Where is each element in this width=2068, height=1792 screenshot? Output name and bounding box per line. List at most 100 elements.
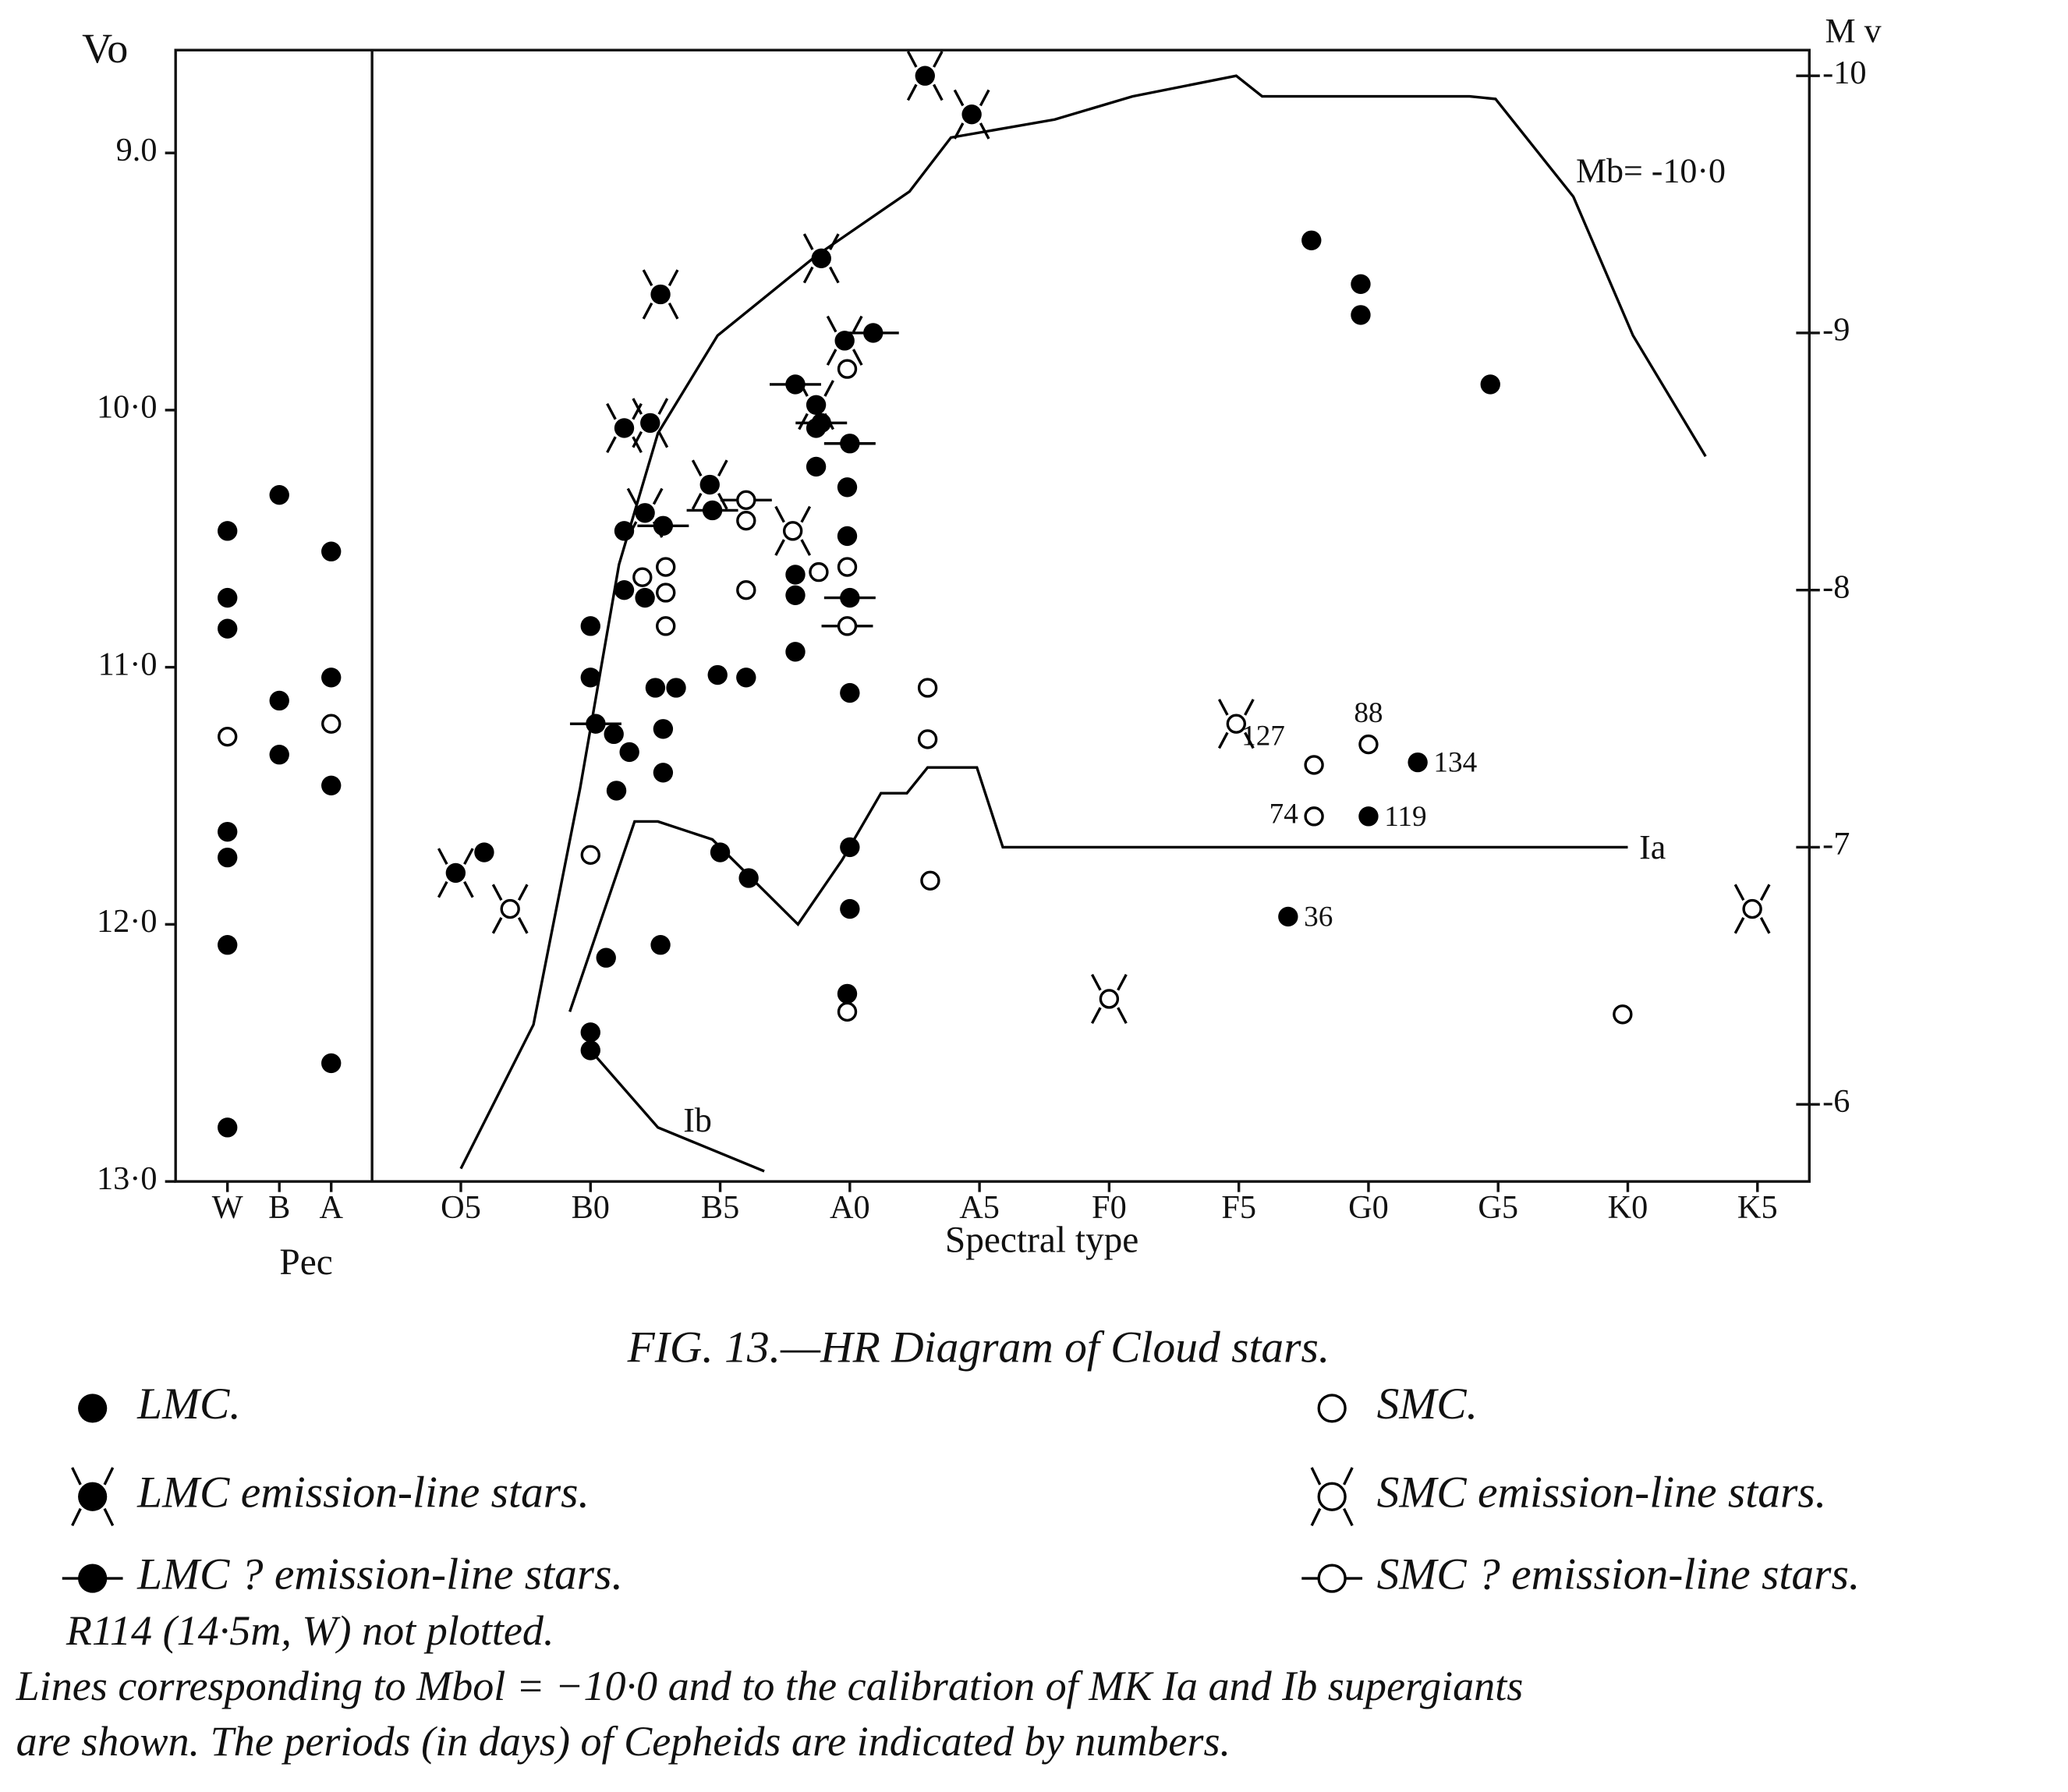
data-point — [569, 714, 621, 734]
emission-stroke — [717, 459, 728, 477]
data-point — [606, 781, 627, 801]
marker-dot — [1351, 305, 1371, 325]
data-point — [604, 724, 624, 745]
data-point — [218, 821, 238, 842]
emission-stroke — [1117, 973, 1128, 991]
data-point — [321, 714, 342, 734]
data-point — [635, 587, 655, 608]
emission-stroke — [1343, 1467, 1354, 1486]
marker-dot — [785, 585, 806, 605]
marker-dot — [961, 104, 982, 125]
data-point — [321, 541, 342, 561]
emission-stroke — [632, 398, 643, 415]
y2-tick-label: -8 — [1822, 568, 1850, 605]
x-tick-label: K5 — [1737, 1189, 1778, 1226]
emission-stroke — [798, 413, 809, 430]
marker-ring — [1358, 734, 1379, 755]
data-point — [736, 668, 756, 688]
data-point — [736, 510, 756, 531]
data-point — [580, 616, 600, 636]
marker-ring — [837, 359, 858, 379]
data-point — [1090, 973, 1128, 1025]
emission-stroke — [491, 917, 503, 934]
marker-dot — [837, 983, 858, 1004]
data-point — [218, 726, 238, 747]
data-point — [321, 1053, 342, 1074]
line-label: Ib — [683, 1101, 712, 1139]
marker-dot — [785, 642, 806, 662]
data-point — [840, 898, 860, 919]
emission-stroke — [953, 89, 965, 107]
x-axis-title: Spectral type — [945, 1220, 1138, 1260]
data-point — [642, 269, 679, 320]
y2-tick-label: -7 — [1822, 826, 1850, 862]
data-point — [218, 847, 238, 868]
marker-ring — [632, 567, 653, 587]
marker-dot — [78, 1564, 108, 1593]
data-point — [580, 845, 600, 866]
data-point — [269, 690, 289, 711]
point-label: 74 — [1269, 798, 1299, 830]
y-tick-label: 9.0 — [116, 132, 158, 168]
data-point — [826, 315, 863, 366]
x-tick-label: G0 — [1348, 1189, 1389, 1226]
emission-stroke — [657, 430, 669, 448]
emission-stroke — [826, 349, 837, 366]
data-point — [785, 642, 806, 662]
emission-stroke — [1310, 1507, 1322, 1527]
data-point — [1358, 806, 1379, 827]
marker-dot — [586, 714, 606, 734]
emission-stroke — [71, 1467, 82, 1486]
emission-stroke — [437, 848, 448, 865]
marker-dot — [645, 678, 666, 698]
marker-ring — [736, 510, 756, 531]
emission-stroke — [517, 917, 529, 934]
marker-dot — [666, 678, 686, 698]
marker-dot — [837, 477, 858, 498]
data-point — [837, 477, 858, 498]
marker-dot — [596, 947, 616, 968]
x-tick-label: F0 — [1092, 1189, 1127, 1226]
emission-stroke — [906, 83, 918, 101]
data-point — [802, 233, 840, 284]
marker-ring — [321, 714, 342, 734]
emission-stroke — [823, 380, 834, 397]
marker-dot — [806, 456, 827, 477]
y-tick-label: 12·0 — [97, 903, 157, 940]
emission-stroke — [667, 269, 679, 287]
marker-ring — [1317, 1394, 1347, 1423]
marker-dot — [840, 837, 860, 858]
emission-stroke — [953, 122, 965, 140]
legend-label: SMC. — [1377, 1379, 1478, 1429]
legend-label: LMC emission-line stars. — [136, 1468, 590, 1517]
marker-dot — [269, 485, 289, 505]
data-point — [720, 490, 772, 510]
emission-stroke — [606, 436, 617, 454]
marker-ring — [782, 521, 803, 541]
emission-stroke — [437, 880, 448, 898]
point-label: 36 — [1304, 901, 1333, 933]
marker-ring — [580, 845, 600, 866]
marker-dot — [78, 1482, 108, 1511]
data-point — [920, 870, 940, 891]
emission-stroke — [1244, 731, 1255, 749]
data-point — [645, 678, 666, 698]
note: are shown. The periods (in days) of Ceph… — [16, 1718, 1231, 1765]
reference-line — [568, 766, 1628, 1013]
emission-stroke — [491, 884, 503, 901]
data-point — [770, 374, 821, 395]
marker-dot — [1480, 374, 1500, 395]
marker-dot — [1408, 752, 1428, 773]
data-point — [1358, 734, 1379, 755]
emission-stroke — [657, 398, 669, 415]
data-point — [1304, 806, 1324, 827]
data-point — [1408, 752, 1428, 773]
data-point — [837, 557, 858, 577]
marker-ring — [837, 1001, 858, 1022]
marker-dot — [785, 565, 806, 585]
data-point — [321, 775, 342, 795]
marker-dot — [837, 526, 858, 547]
emission-stroke — [691, 459, 703, 477]
emission-stroke — [103, 1467, 115, 1486]
pec-label: Pec — [279, 1242, 332, 1283]
